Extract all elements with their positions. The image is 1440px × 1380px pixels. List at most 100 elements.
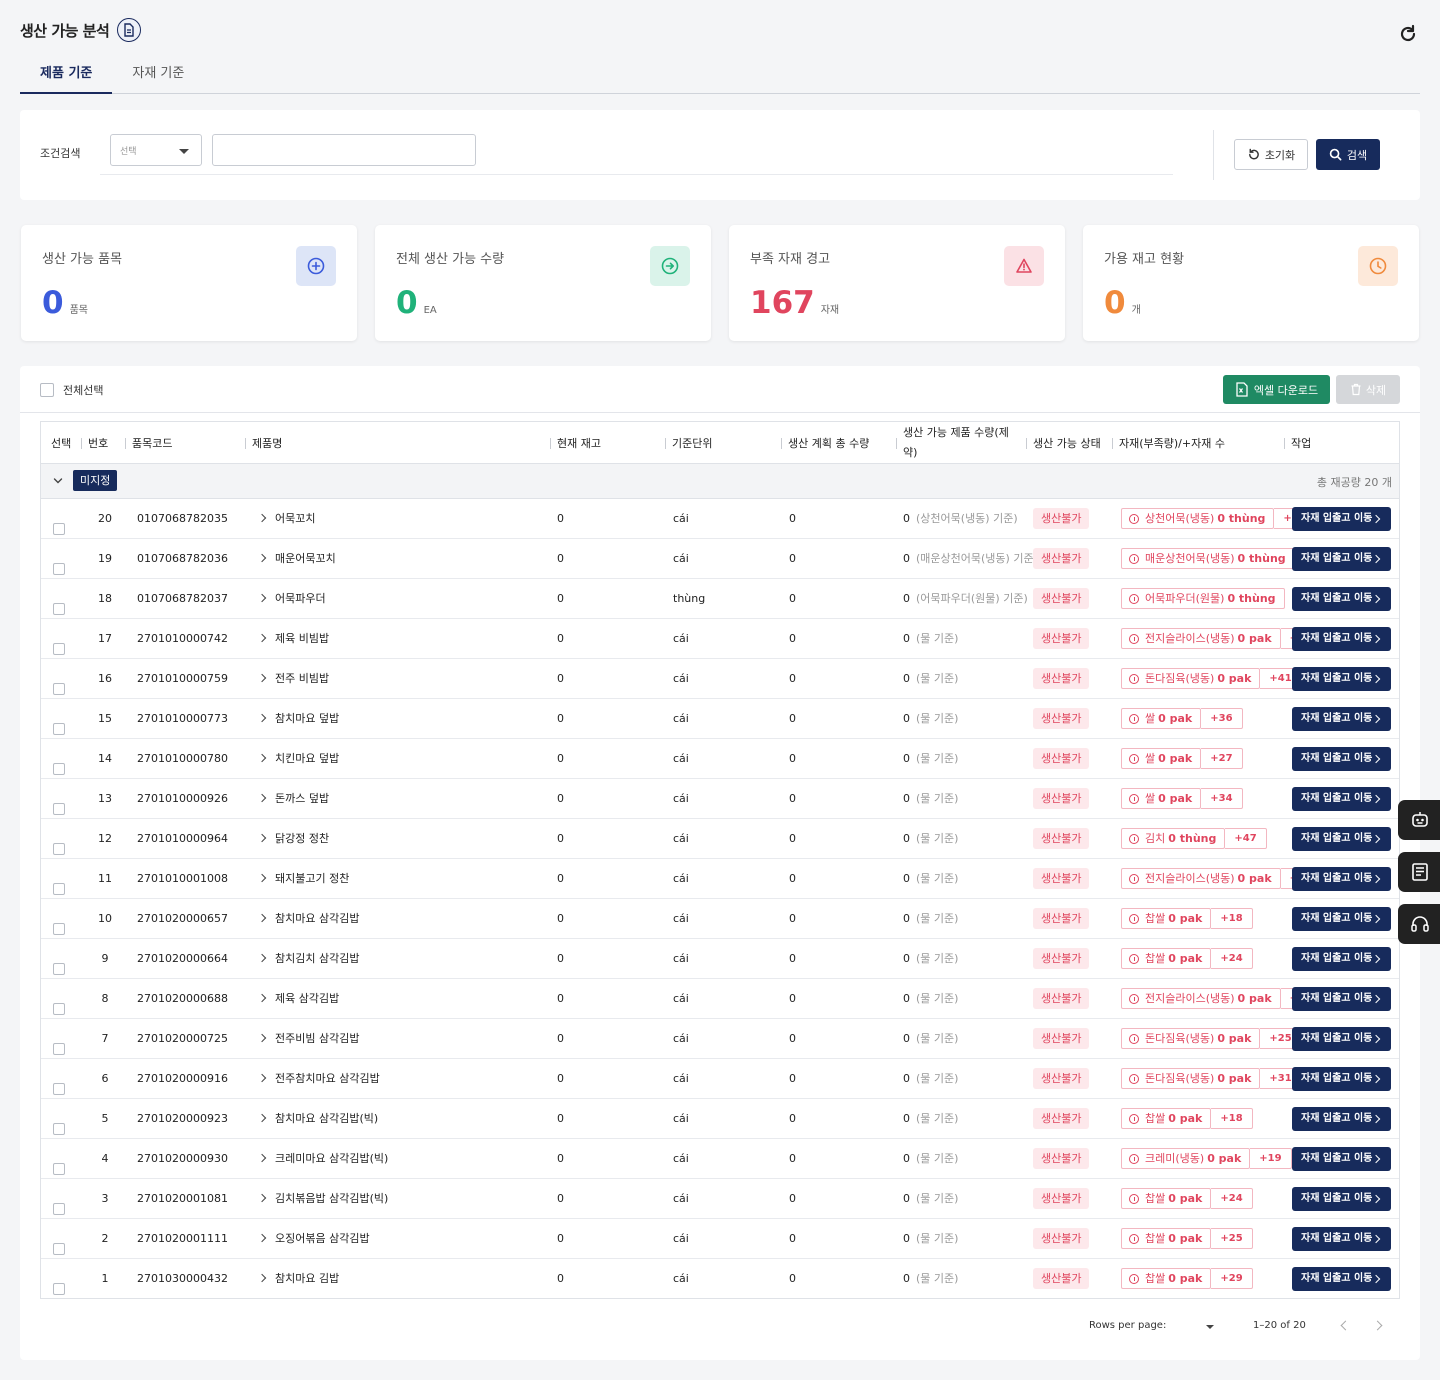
condition-select[interactable]: 선택 [110,134,202,166]
row-checkbox[interactable] [53,963,65,975]
row-checkbox[interactable] [53,843,65,855]
material-transfer-button[interactable]: 자재 입출고 이동 [1292,827,1391,851]
table-row[interactable]: 7 2701020000725 전주비빔 삼각김밥 0 cái 0 0 (물 기준… [41,1019,1399,1059]
table-row[interactable]: 4 2701020000930 크레미마요 삼각김밥(빅) 0 cái 0 0 (… [41,1139,1399,1179]
product-name-cell[interactable]: 오징어볶음 삼각김밥 [257,1219,370,1258]
product-name-cell[interactable]: 어묵꼬치 [257,499,315,538]
row-checkbox[interactable] [53,1123,65,1135]
table-row[interactable]: 2 2701020001111 오징어볶음 삼각김밥 0 cái 0 0 (물 기… [41,1219,1399,1259]
chevron-right-icon[interactable] [257,873,267,883]
table-row[interactable]: 16 2701010000759 전주 비빔밥 0 cái 0 0 (물 기준) … [41,659,1399,699]
material-transfer-button[interactable]: 자재 입출고 이동 [1292,1027,1391,1051]
row-select[interactable] [53,1032,65,1055]
table-row[interactable]: 19 0107068782036 매운어묵꼬치 0 cái 0 0 (매운상천어묵… [41,539,1399,579]
row-checkbox[interactable] [53,763,65,775]
group-row[interactable]: 미지정 총 재공량 20 개 [41,464,1399,499]
row-select[interactable] [53,832,65,855]
table-row[interactable]: 6 2701020000916 전주참치마요 삼각김밥 0 cái 0 0 (물 … [41,1059,1399,1099]
product-name-cell[interactable]: 참치마요 덮밥 [257,699,339,738]
delete-button[interactable]: 삭제 [1336,375,1400,404]
row-select[interactable] [53,1272,65,1295]
tab-product-based[interactable]: 제품 기준 [20,58,113,94]
product-name-cell[interactable]: 돈까스 덮밥 [257,779,329,818]
chevron-down-icon[interactable] [53,476,63,486]
chevron-right-icon[interactable] [257,1113,267,1123]
product-name-cell[interactable]: 참치마요 삼각김밥 [257,899,359,938]
chevron-left-icon[interactable] [1340,1320,1351,1331]
chevron-right-icon[interactable] [257,993,267,1003]
row-checkbox[interactable] [53,923,65,935]
row-select[interactable] [53,992,65,1015]
reset-button[interactable]: 초기화 [1234,139,1308,170]
chevron-right-icon[interactable] [257,793,267,803]
material-transfer-button[interactable]: 자재 입출고 이동 [1292,1227,1391,1251]
product-name-cell[interactable]: 제육 비빔밥 [257,619,329,658]
row-checkbox[interactable] [53,643,65,655]
material-transfer-button[interactable]: 자재 입출고 이동 [1292,747,1391,771]
material-transfer-button[interactable]: 자재 입출고 이동 [1292,1067,1391,1091]
row-select[interactable] [53,952,65,975]
chevron-right-icon[interactable] [257,673,267,683]
material-transfer-button[interactable]: 자재 입출고 이동 [1292,667,1391,691]
row-checkbox[interactable] [53,563,65,575]
material-transfer-button[interactable]: 자재 입출고 이동 [1292,1107,1391,1131]
material-transfer-button[interactable]: 자재 입출고 이동 [1292,507,1391,531]
excel-download-button[interactable]: 엑셀 다운로드 [1223,375,1330,404]
row-checkbox[interactable] [53,803,65,815]
select-all[interactable]: 전체선택 [40,382,103,398]
chevron-right-icon[interactable] [257,553,267,563]
row-checkbox[interactable] [53,523,65,535]
product-name-cell[interactable]: 참치마요 삼각김밥(빅) [257,1099,378,1138]
row-select[interactable] [53,592,65,615]
chevron-right-icon[interactable] [257,833,267,843]
table-row[interactable]: 12 2701010000964 닭강정 정찬 0 cái 0 0 (물 기준) … [41,819,1399,859]
robot-icon[interactable] [1398,800,1440,840]
select-all-checkbox[interactable] [40,383,54,397]
row-select[interactable] [53,912,65,935]
row-checkbox[interactable] [53,603,65,615]
product-name-cell[interactable]: 참치마요 김밥 [257,1259,339,1298]
table-row[interactable]: 10 2701020000657 참치마요 삼각김밥 0 cái 0 0 (물 기… [41,899,1399,939]
row-select[interactable] [53,512,65,535]
table-row[interactable]: 11 2701010001008 돼지불고기 정찬 0 cái 0 0 (물 기준… [41,859,1399,899]
row-select[interactable] [53,1112,65,1135]
table-row[interactable]: 20 0107068782035 어묵꼬치 0 cái 0 0 (상천어묵(냉동)… [41,499,1399,539]
chevron-right-icon[interactable] [257,513,267,523]
row-select[interactable] [53,872,65,895]
material-transfer-button[interactable]: 자재 입출고 이동 [1292,947,1391,971]
row-select[interactable] [53,792,65,815]
chevron-right-icon[interactable] [257,1273,267,1283]
row-checkbox[interactable] [53,883,65,895]
book-icon[interactable] [1398,852,1440,892]
material-transfer-button[interactable]: 자재 입출고 이동 [1292,627,1391,651]
product-name-cell[interactable]: 제육 삼각김밥 [257,979,339,1018]
search-button[interactable]: 검색 [1316,139,1380,170]
table-row[interactable]: 5 2701020000923 참치마요 삼각김밥(빅) 0 cái 0 0 (물… [41,1099,1399,1139]
row-select[interactable] [53,552,65,575]
table-row[interactable]: 18 0107068782037 어묵파우더 0 thùng 0 0 (어묵파우더… [41,579,1399,619]
document-icon[interactable] [117,18,142,42]
chevron-right-icon[interactable] [257,1153,267,1163]
material-transfer-button[interactable]: 자재 입출고 이동 [1292,1187,1391,1211]
row-checkbox[interactable] [53,1043,65,1055]
table-row[interactable]: 15 2701010000773 참치마요 덮밥 0 cái 0 0 (물 기준)… [41,699,1399,739]
table-row[interactable]: 14 2701010000780 치킨마요 덮밥 0 cái 0 0 (물 기준)… [41,739,1399,779]
product-name-cell[interactable]: 전주 비빔밥 [257,659,329,698]
chevron-right-icon[interactable] [257,913,267,923]
row-select[interactable] [53,1072,65,1095]
row-select[interactable] [53,712,65,735]
headset-icon[interactable] [1398,904,1440,944]
row-select[interactable] [53,632,65,655]
product-name-cell[interactable]: 닭강정 정찬 [257,819,329,858]
row-select[interactable] [53,1192,65,1215]
table-row[interactable]: 17 2701010000742 제육 비빔밥 0 cái 0 0 (물 기준) … [41,619,1399,659]
chevron-right-icon[interactable] [257,633,267,643]
search-input[interactable] [212,134,476,166]
chevron-right-icon[interactable] [257,1033,267,1043]
material-transfer-button[interactable]: 자재 입출고 이동 [1292,787,1391,811]
row-checkbox[interactable] [53,1243,65,1255]
row-checkbox[interactable] [53,1003,65,1015]
chevron-right-icon[interactable] [257,953,267,963]
refresh-icon[interactable] [1398,24,1418,44]
row-checkbox[interactable] [53,1283,65,1295]
